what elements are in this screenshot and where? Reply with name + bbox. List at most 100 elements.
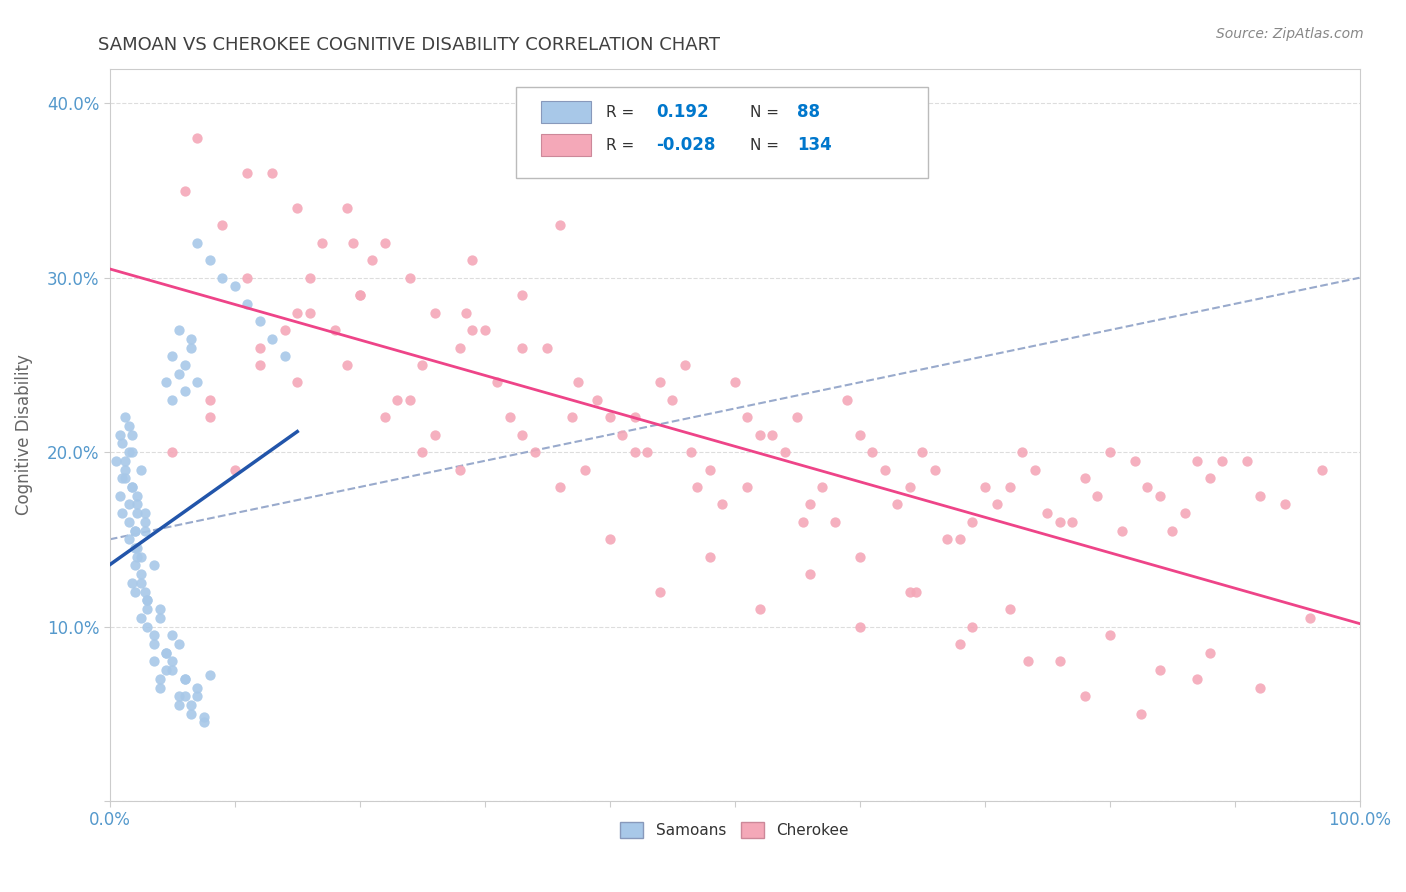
Point [1129, 706, 1152, 721]
Point [510, 288, 533, 302]
Point [173, 358, 195, 372]
Point [998, 480, 1021, 494]
Point [837, 392, 859, 407]
Point [748, 427, 770, 442]
Point [411, 445, 433, 459]
Point [124, 524, 146, 538]
Point [686, 480, 709, 494]
Point [105, 454, 128, 468]
Point [186, 681, 208, 695]
Point [193, 710, 215, 724]
Point [612, 427, 634, 442]
Point [561, 410, 583, 425]
Point [911, 445, 934, 459]
Point [773, 445, 796, 459]
Point [1049, 654, 1071, 668]
Point [121, 480, 143, 494]
Point [848, 549, 870, 564]
Point [1060, 515, 1083, 529]
Point [114, 454, 136, 468]
Point [124, 558, 146, 573]
Point [898, 584, 921, 599]
Point [510, 341, 533, 355]
Point [180, 698, 202, 712]
Point [824, 515, 846, 529]
Point [155, 646, 177, 660]
Point [799, 498, 821, 512]
Point [129, 567, 152, 582]
Point [342, 235, 364, 250]
Point [599, 410, 621, 425]
Point [924, 462, 946, 476]
Point [636, 445, 658, 459]
Point [1249, 489, 1271, 503]
Point [173, 690, 195, 704]
Point [136, 593, 159, 607]
Point [748, 602, 770, 616]
Point [129, 549, 152, 564]
Point [114, 471, 136, 485]
Point [973, 480, 995, 494]
Point [523, 445, 546, 459]
Point [323, 323, 346, 337]
Point [127, 506, 149, 520]
Point [1017, 654, 1039, 668]
Point [679, 445, 702, 459]
Point [735, 410, 758, 425]
Point [799, 567, 821, 582]
Point [1211, 454, 1233, 468]
Point [898, 480, 921, 494]
Point [1185, 672, 1208, 686]
Point [162, 654, 184, 668]
Point [173, 184, 195, 198]
Point [1185, 454, 1208, 468]
Point [142, 654, 165, 668]
Point [586, 392, 609, 407]
Point [155, 663, 177, 677]
Point [449, 462, 471, 476]
Point [108, 489, 131, 503]
Point [349, 288, 371, 302]
Point [960, 619, 983, 633]
Point [186, 235, 208, 250]
Point [198, 668, 221, 682]
Point [285, 376, 308, 390]
Point [167, 367, 190, 381]
Point [886, 498, 908, 512]
Point [162, 349, 184, 363]
Point [311, 235, 333, 250]
Point [848, 427, 870, 442]
Point [142, 637, 165, 651]
Point [1298, 611, 1320, 625]
Point [1274, 498, 1296, 512]
Point [986, 498, 1008, 512]
Point [811, 480, 834, 494]
Point [411, 358, 433, 372]
Point [699, 549, 721, 564]
Text: 0.192: 0.192 [657, 103, 709, 121]
Point [298, 305, 321, 319]
Point [960, 515, 983, 529]
Point [173, 672, 195, 686]
Point [117, 533, 139, 547]
Point [167, 698, 190, 712]
Point [121, 480, 143, 494]
Point [1123, 454, 1146, 468]
Point [127, 541, 149, 555]
Point [454, 305, 477, 319]
Point [134, 524, 156, 538]
Point [699, 462, 721, 476]
Text: 88: 88 [797, 103, 820, 121]
Point [186, 376, 208, 390]
Point [142, 558, 165, 573]
Point [1073, 471, 1095, 485]
Point [661, 392, 683, 407]
Point [1036, 506, 1059, 520]
Point [374, 410, 396, 425]
Point [423, 427, 446, 442]
Point [167, 323, 190, 337]
Point [623, 410, 645, 425]
Point [623, 445, 645, 459]
Point [155, 646, 177, 660]
Point [461, 323, 484, 337]
